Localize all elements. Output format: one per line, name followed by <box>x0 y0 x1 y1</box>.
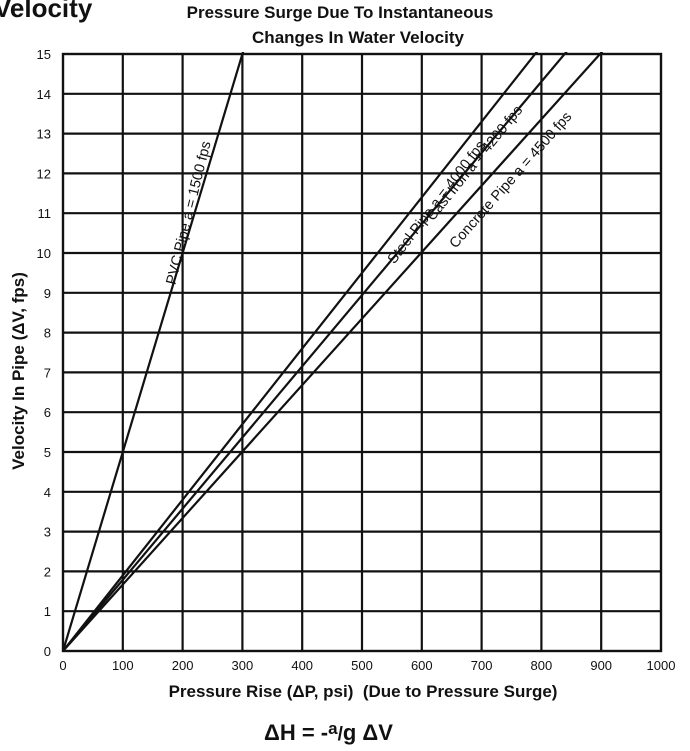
series-lines <box>63 52 604 651</box>
x-tick-label-100: 100 <box>112 658 134 673</box>
formula-numerator: a <box>328 719 338 738</box>
y-tick-label-1: 1 <box>44 604 51 619</box>
chart-title-line-2: Changes In Water Velocity <box>252 28 464 47</box>
y-tick-label-14: 14 <box>37 87 51 102</box>
y-tick-label-6: 6 <box>44 405 51 420</box>
y-tick-label-7: 7 <box>44 365 51 380</box>
x-tick-label-1000: 1000 <box>647 658 676 673</box>
series-line-3 <box>63 52 604 651</box>
x-tick-label-500: 500 <box>351 658 373 673</box>
series-label-cast-iron: Cast Iron a = 4200 fps <box>424 103 526 224</box>
y-tick-label-15: 15 <box>37 47 51 62</box>
y-tick-label-12: 12 <box>37 166 51 181</box>
tick-labels: 0 100 200 300 400 500 600 700 800 900 100001234567… <box>37 47 676 673</box>
x-tick-label-600: 600 <box>411 658 433 673</box>
formula: ΔH = -a/g ΔV <box>264 719 393 745</box>
cut-off-heading: Velocity <box>0 0 93 23</box>
series-line-0 <box>63 52 245 651</box>
series-line-2 <box>63 52 568 651</box>
formula-slash: / <box>338 724 344 745</box>
y-tick-label-3: 3 <box>44 525 51 540</box>
y-axis-title: Velocity In Pipe (ΔV, fps) <box>9 272 28 470</box>
series-line-1 <box>63 52 539 651</box>
y-tick-label-4: 4 <box>44 485 51 500</box>
chart-title-line-1: Pressure Surge Due To Instantaneous <box>187 3 494 22</box>
x-tick-label-400: 400 <box>291 658 313 673</box>
y-tick-label-8: 8 <box>44 326 51 341</box>
y-tick-label-2: 2 <box>44 564 51 579</box>
x-axis-title: Pressure Rise (ΔP, psi) (Due to Pressure… <box>169 682 558 701</box>
x-tick-label-300: 300 <box>232 658 254 673</box>
y-tick-label-5: 5 <box>44 445 51 460</box>
x-tick-label-800: 800 <box>531 658 553 673</box>
y-tick-label-11: 11 <box>38 206 52 221</box>
plot-frame <box>61 52 663 653</box>
x-tick-label-0: 0 <box>59 658 66 673</box>
y-tick-label-13: 13 <box>37 127 51 142</box>
y-tick-label-0: 0 <box>44 644 51 659</box>
x-tick-label-700: 700 <box>471 658 493 673</box>
formula-denominator: g <box>343 720 356 745</box>
formula-lhs: ΔH = - <box>264 720 328 745</box>
y-tick-label-10: 10 <box>37 246 51 261</box>
x-tick-label-900: 900 <box>590 658 612 673</box>
x-tick-label-200: 200 <box>172 658 194 673</box>
formula-rhs: ΔV <box>356 720 393 745</box>
y-tick-label-9: 9 <box>44 286 51 301</box>
